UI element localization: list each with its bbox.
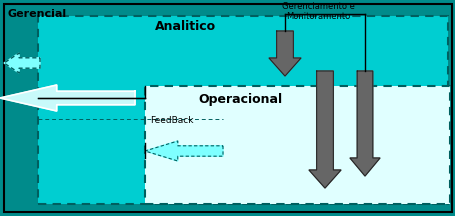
Text: Analitico: Analitico	[155, 20, 216, 33]
Text: Operacional: Operacional	[197, 93, 282, 106]
Bar	[145, 86, 449, 204]
Bar	[38, 16, 447, 204]
Polygon shape	[268, 31, 300, 76]
Polygon shape	[0, 85, 135, 111]
Text: Gerenciamento e
Monitoramento: Gerenciamento e Monitoramento	[281, 2, 354, 21]
Polygon shape	[4, 53, 40, 73]
Text: Gerencial: Gerencial	[8, 9, 67, 19]
Polygon shape	[145, 141, 222, 161]
Polygon shape	[349, 71, 379, 176]
Text: FeedBack: FeedBack	[150, 116, 193, 125]
Polygon shape	[308, 71, 340, 188]
